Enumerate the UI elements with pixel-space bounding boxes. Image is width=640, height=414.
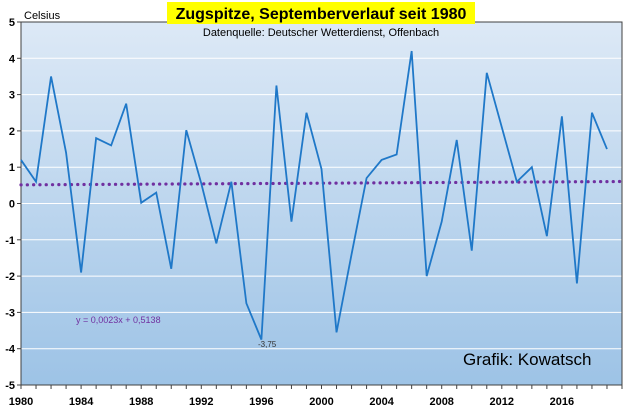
series-line (20, 50, 608, 340)
x-tick-label: 1980 (9, 396, 33, 408)
trendline-equation: y = 0,0023x + 0,5138 (76, 315, 161, 325)
x-tick-label: 1992 (189, 396, 213, 408)
trendline-line (19, 179, 624, 187)
x-axis-ticks: 1980 1984 1988 1992 1996 2000 2004 2008 2012 2016 (9, 385, 623, 408)
chart-title: Zugspitze, Septemberverlauf seit 1980 (176, 6, 467, 23)
x-tick-label: 2000 (309, 396, 333, 408)
x-tick-label: 2016 (550, 396, 574, 408)
y-tick-label: 0 (9, 199, 15, 211)
y-tick-label: 2 (9, 126, 15, 138)
y-tick-label: 1 (9, 162, 15, 174)
chart-subtitle: Datenquelle: Deutscher Wetterdienst, Off… (203, 27, 439, 39)
y-axis-label: Celsius (24, 10, 61, 22)
x-tick-label: 1984 (69, 396, 94, 408)
x-tick-label: 1996 (249, 396, 273, 408)
y-tick-label: 4 (9, 53, 16, 65)
minimum-annotation: -3,75 (258, 340, 277, 349)
y-tick-label: 5 (9, 17, 15, 29)
y-tick-label: -2 (5, 271, 15, 283)
y-tick-label: -3 (5, 307, 15, 319)
chart-credit: Grafik: Kowatsch (463, 350, 592, 369)
y-tick-label: -1 (5, 235, 15, 247)
temperature-series (20, 50, 608, 340)
x-tick-label: 1988 (129, 396, 153, 408)
y-tick-label: -5 (5, 380, 15, 392)
trendline (19, 179, 624, 187)
x-tick-label: 2008 (429, 396, 453, 408)
x-tick-label: 2004 (369, 396, 394, 408)
title-highlight (167, 2, 475, 24)
x-tick-label: 2012 (490, 396, 514, 408)
y-tick-label: 3 (9, 90, 15, 102)
y-axis-ticks: -5 -4 -3 -2 -1 0 1 2 3 4 5 (5, 17, 21, 392)
y-tick-label: -4 (5, 344, 16, 356)
